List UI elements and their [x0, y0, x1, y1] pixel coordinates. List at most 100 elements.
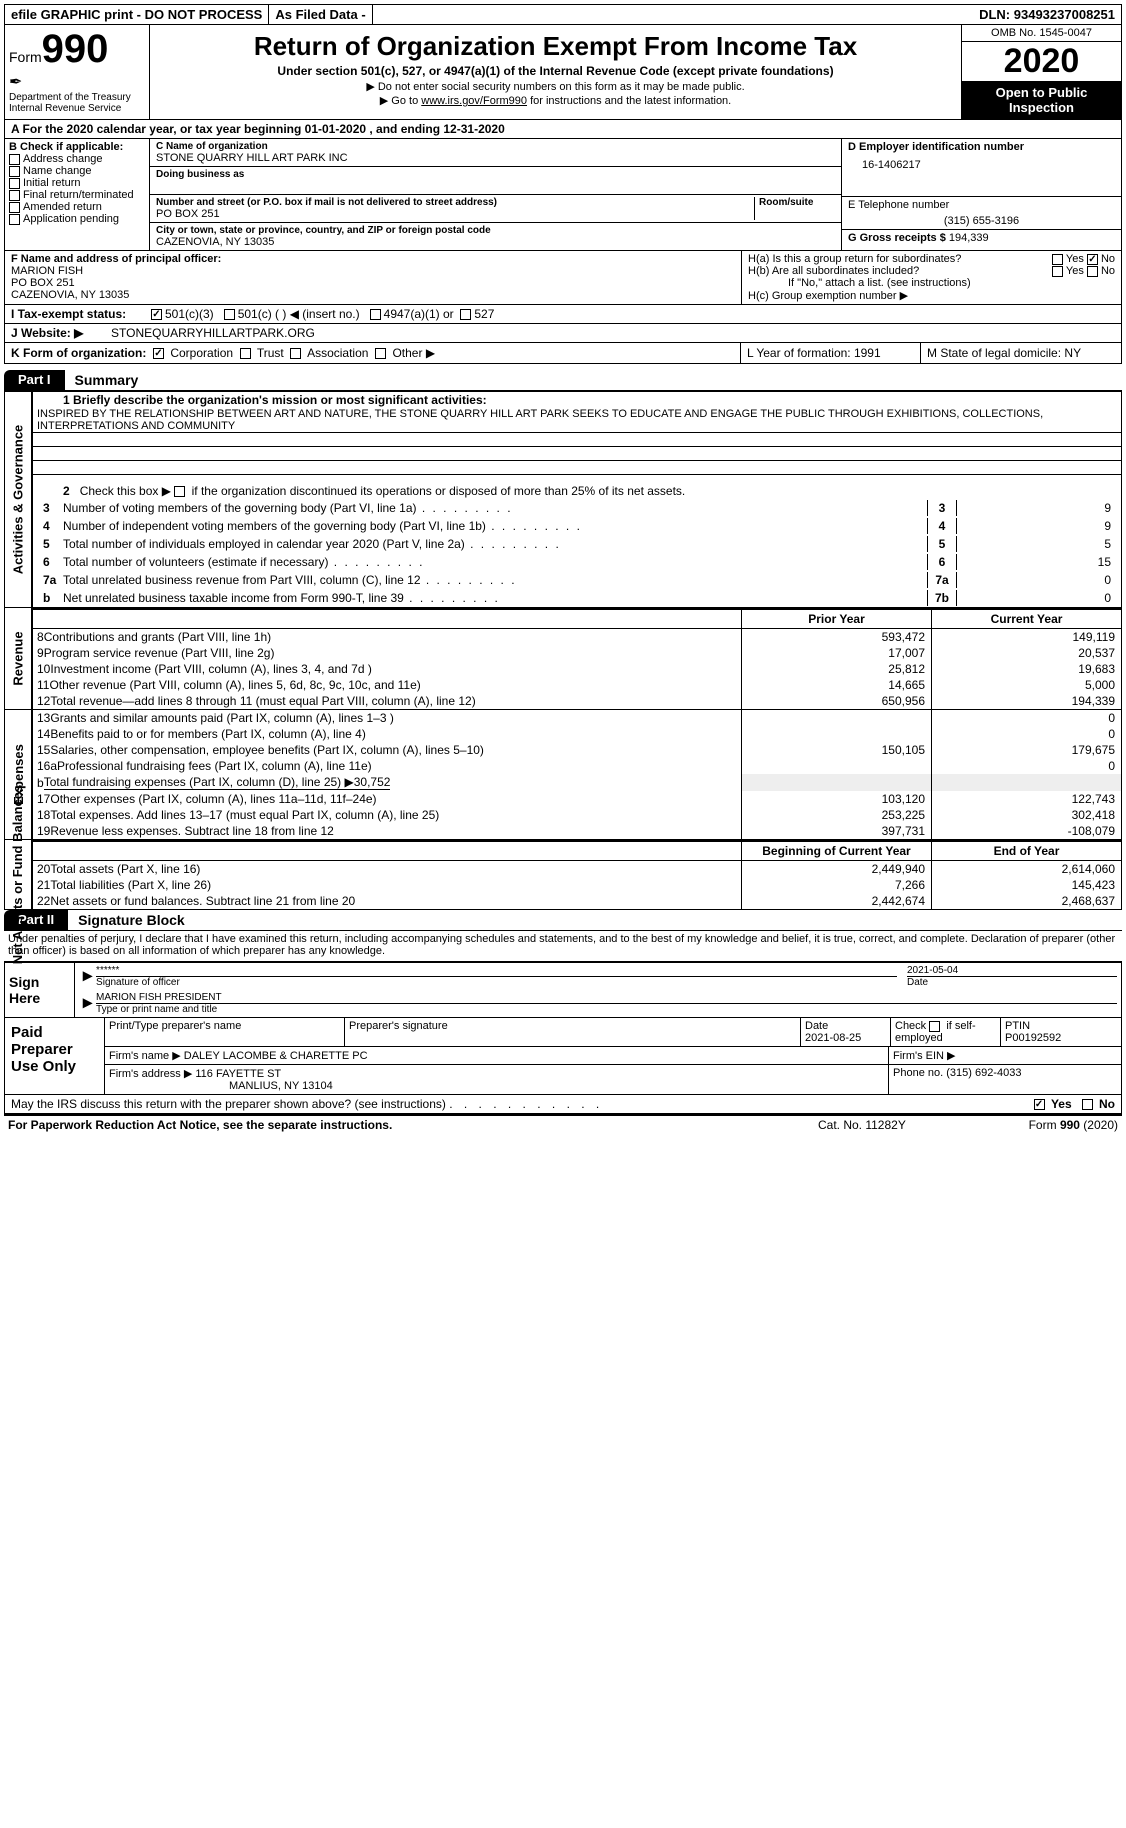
phone-value: (315) 655-3196 [848, 211, 1115, 227]
part2-title: Signature Block [68, 910, 1122, 931]
ha-label: H(a) Is this a group return for subordin… [748, 253, 961, 265]
hb-no-checkbox[interactable] [1087, 266, 1098, 277]
header-left: Form990 ✒ Department of the Treasury Int… [5, 25, 150, 119]
net-line-20: 20Total assets (Part X, line 16) 2,449,9… [33, 861, 1121, 877]
paid-preparer-label: Paid Preparer Use Only [5, 1018, 105, 1094]
revenue-section: Revenue Prior Year Current Year 8Contrib… [4, 608, 1122, 710]
ha-no-checkbox[interactable] [1087, 254, 1098, 265]
activities-governance-section: Activities & Governance 1 Briefly descri… [4, 391, 1122, 608]
revenue-line-9: 9Program service revenue (Part VIII, lin… [33, 645, 1121, 661]
ein-value: 16-1406217 [848, 153, 1115, 171]
open-to-public: Open to Public Inspection [962, 81, 1121, 119]
d-label: D Employer identification number [848, 141, 1115, 153]
as-filed-label: As Filed Data - [269, 5, 372, 24]
chk-final-return[interactable]: Final return/terminated [9, 189, 145, 201]
org-info-grid: B Check if applicable: Address change Na… [4, 139, 1122, 251]
irs-label: Internal Revenue Service [9, 103, 145, 114]
hc-label: H(c) Group exemption number ▶ [748, 289, 1115, 302]
side-label-governance: Activities & Governance [5, 392, 33, 607]
signature-section: Sign Here ▸ ****** Signature of officer … [4, 961, 1122, 1095]
perjury-statement: Under penalties of perjury, I declare th… [4, 931, 1122, 959]
row-f-h: F Name and address of principal officer:… [4, 251, 1122, 305]
ha-answers: Yes No [1052, 253, 1115, 265]
hb-yes-checkbox[interactable] [1052, 266, 1063, 277]
firm-name-value: DALEY LACOMBE & CHARETTE PC [184, 1050, 368, 1062]
sig-date-value: 2021-05-04 [907, 965, 1117, 977]
hb-note: If "No," attach a list. (see instruction… [748, 277, 1115, 289]
officer-sig-label: Signature of officer [96, 977, 897, 988]
chk-other[interactable] [375, 348, 386, 359]
dln-label: DLN: [979, 7, 1010, 22]
dba-label: Doing business as [156, 169, 835, 180]
firm-phone-label: Phone no. [893, 1067, 943, 1079]
col-d-right: D Employer identification number 16-1406… [841, 139, 1121, 250]
chk-4947[interactable] [370, 309, 381, 320]
gov-line-7b: b Net unrelated business taxable income … [33, 589, 1121, 607]
prior-year-head: Prior Year [741, 610, 931, 628]
discuss-row: May the IRS discuss this return with the… [4, 1095, 1122, 1114]
paperwork-notice: For Paperwork Reduction Act Notice, see … [8, 1118, 818, 1132]
chk-trust[interactable] [240, 348, 251, 359]
side-label-net-assets: Net Assets or Fund Balances [5, 840, 33, 909]
l-year-formation: L Year of formation: 1991 [741, 343, 921, 363]
officer-name: MARION FISH [11, 265, 735, 277]
revenue-header: Prior Year Current Year [33, 608, 1121, 629]
chk-527[interactable] [460, 309, 471, 320]
gov-line-7a: 7a Total unrelated business revenue from… [33, 571, 1121, 589]
chk-501c[interactable] [224, 309, 235, 320]
ha-yes-checkbox[interactable] [1052, 254, 1063, 265]
mission-blank-3 [33, 461, 1121, 475]
sig-date-label: Date [907, 977, 1117, 988]
begin-year-head: Beginning of Current Year [741, 842, 931, 860]
discuss-yes-checkbox[interactable] [1034, 1099, 1045, 1110]
chk-amended-return[interactable]: Amended return [9, 201, 145, 213]
org-name: STONE QUARRY HILL ART PARK INC [156, 152, 835, 164]
officer-sig-value: ****** [96, 965, 897, 977]
chk-discontinued[interactable] [174, 486, 185, 497]
revenue-line-8: 8Contributions and grants (Part VIII, li… [33, 629, 1121, 645]
net-line-22: 22Net assets or fund balances. Subtract … [33, 893, 1121, 909]
chk-self-employed[interactable] [929, 1021, 940, 1032]
paid-preparer-section: Paid Preparer Use Only Print/Type prepar… [5, 1017, 1121, 1094]
principal-officer: F Name and address of principal officer:… [5, 251, 741, 304]
firm-phone-value: (315) 692-4033 [946, 1067, 1021, 1079]
part2-header: Part II Signature Block [4, 910, 1122, 931]
hb-label: H(b) Are all subordinates included? [748, 265, 919, 277]
chk-association[interactable] [290, 348, 301, 359]
sign-here-label: Sign Here [5, 963, 75, 1017]
current-year-head: Current Year [931, 610, 1121, 628]
row-i-tax-status: I Tax-exempt status: 501(c)(3) 501(c) ( … [4, 305, 1122, 324]
firm-ein-label: Firm's EIN ▶ [889, 1047, 1121, 1064]
prep-name-label: Print/Type preparer's name [105, 1018, 345, 1046]
expense-line-13: 13Grants and similar amounts paid (Part … [33, 710, 1121, 726]
header-center: Return of Organization Exempt From Incom… [150, 25, 961, 119]
prep-date-label: Date [805, 1020, 828, 1032]
expense-line-b: bTotal fundraising expenses (Part IX, co… [33, 774, 1121, 791]
chk-initial-return[interactable]: Initial return [9, 177, 145, 189]
expense-line-18: 18Total expenses. Add lines 13–17 (must … [33, 807, 1121, 823]
expense-line-19: 19Revenue less expenses. Subtract line 1… [33, 823, 1121, 839]
city-label: City or town, state or province, country… [156, 225, 835, 236]
page-footer: For Paperwork Reduction Act Notice, see … [4, 1114, 1122, 1134]
form-subtitle-1: Under section 501(c), 527, or 4947(a)(1)… [154, 64, 957, 78]
officer-addr2: CAZENOVIA, NY 13035 [11, 289, 735, 301]
form-subtitle-2: ▶ Do not enter social security numbers o… [154, 80, 957, 93]
chk-name-change[interactable]: Name change [9, 165, 145, 177]
net-assets-header: Beginning of Current Year End of Year [33, 840, 1121, 861]
form-title: Return of Organization Exempt From Incom… [154, 31, 957, 62]
officer-addr1: PO BOX 251 [11, 277, 735, 289]
irs-link[interactable]: www.irs.gov/Form990 [421, 95, 527, 107]
revenue-line-10: 10Investment income (Part VIII, column (… [33, 661, 1121, 677]
top-bar: efile GRAPHIC print - DO NOT PROCESS As … [4, 4, 1122, 25]
omb-number: OMB No. 1545-0047 [962, 25, 1121, 42]
gov-line-6: 6 Total number of volunteers (estimate i… [33, 553, 1121, 571]
part1-tab: Part I [4, 370, 65, 391]
chk-address-change[interactable]: Address change [9, 153, 145, 165]
j-label: J Website: ▶ [11, 326, 111, 340]
discuss-label: May the IRS discuss this return with the… [11, 1097, 446, 1111]
chk-501c3[interactable] [151, 309, 162, 320]
part1-title: Summary [65, 370, 1122, 391]
chk-application-pending[interactable]: Application pending [9, 213, 145, 225]
chk-corporation[interactable] [153, 348, 164, 359]
discuss-no-checkbox[interactable] [1082, 1099, 1093, 1110]
